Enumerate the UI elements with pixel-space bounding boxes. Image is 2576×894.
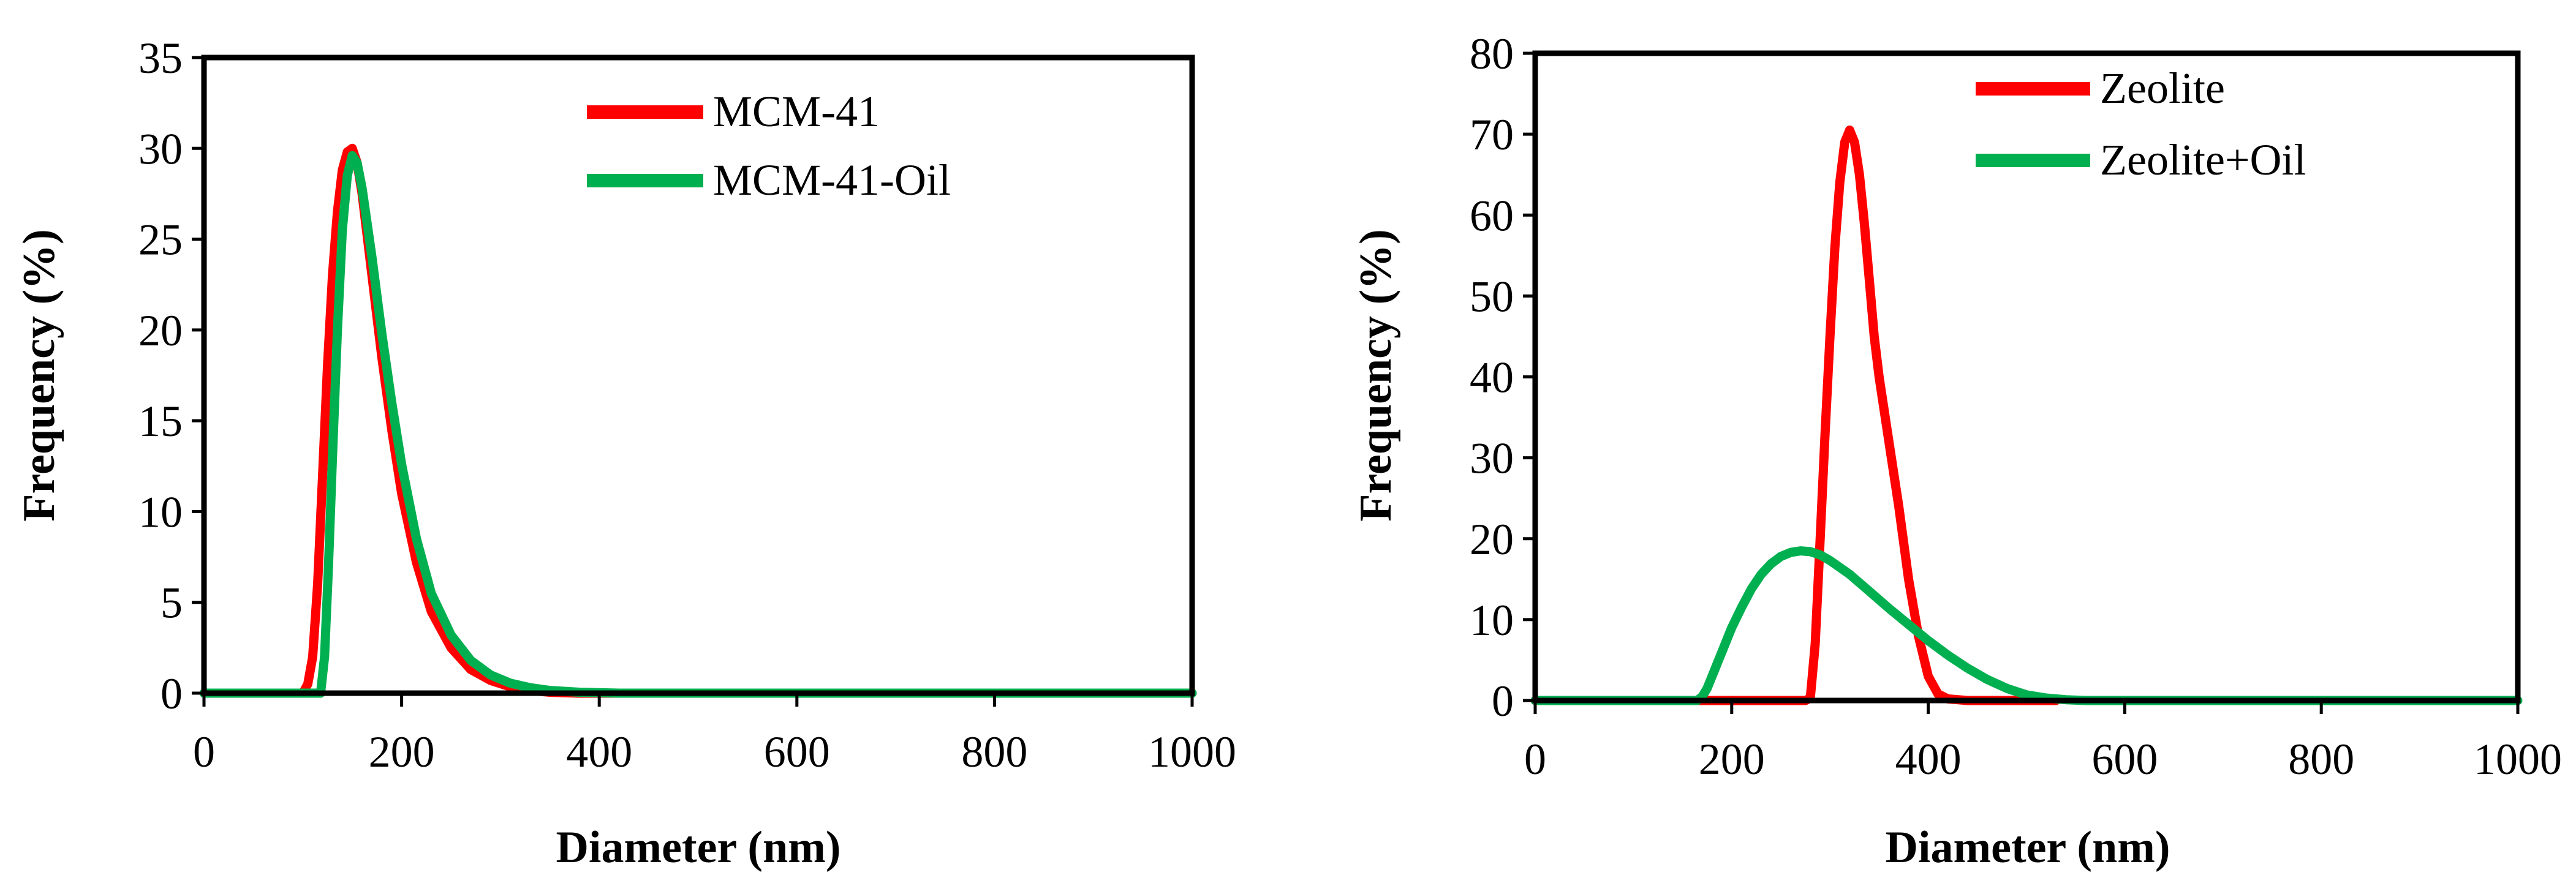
chart-left-y-tick-label: 35 (138, 34, 183, 83)
chart-right-x-tick-label: 400 (1895, 735, 1962, 784)
chart-left-legend-label-mcm41: MCM-41 (713, 87, 880, 136)
chart-left-legend-label-mcm41-oil: MCM-41-Oil (713, 156, 951, 205)
chart-right-y-tick-label: 20 (1470, 515, 1514, 564)
chart-right-y-tick-label: 30 (1470, 434, 1514, 483)
chart-left-x-tick-label: 600 (764, 727, 830, 776)
chart-right-legend: Zeolite Zeolite+Oil (1976, 64, 2306, 184)
chart-left-y-tick-label: 5 (161, 579, 183, 628)
chart-left-y-tick-label: 20 (138, 306, 183, 355)
chart-left-y-tick-label: 30 (138, 124, 183, 173)
chart-right-series-line-zeolite (1530, 126, 2061, 705)
chart-right-y-tick-label: 70 (1470, 110, 1514, 159)
chart-left-y-tick-label: 10 (138, 487, 183, 536)
chart-left-series-layer (199, 143, 1197, 698)
chart-right-series-layer (1530, 126, 2523, 705)
chart-right-y-axis-title: Frequency (%) (1351, 229, 1401, 522)
chart-left-y-ticks: 0 5 10 15 20 25 30 35 (138, 34, 204, 718)
chart-right-y-tick-label: 10 (1470, 596, 1514, 645)
chart-left-x-ticks: 0 200 400 600 800 1000 (193, 693, 1236, 776)
chart-right-x-ticks: 0 200 400 600 800 1000 (1524, 701, 2562, 784)
chart-left-y-axis-title: Frequency (%) (14, 229, 64, 522)
chart-right-x-tick-label: 0 (1524, 735, 1546, 784)
chart-left-x-tick-label: 0 (193, 727, 215, 776)
chart-right-x-axis-title: Diameter (nm) (1885, 822, 2170, 873)
chart-left-y-tick-label: 25 (138, 216, 183, 265)
chart-left-y-tick-label: 0 (161, 669, 183, 718)
chart-left: 0 200 400 600 800 1000 0 5 10 15 20 25 30 35 Diamete… (14, 34, 1236, 873)
chart-right-y-tick-label: 40 (1470, 353, 1514, 402)
chart-right-y-ticks: 0 10 20 30 40 50 60 70 80 (1470, 29, 1535, 726)
chart-left-x-tick-label: 200 (369, 727, 435, 776)
chart-left-x-tick-label: 400 (566, 727, 632, 776)
chart-left-series-line-mcm-41-oil (199, 151, 1197, 698)
chart-left-legend: MCM-41 MCM-41-Oil (587, 87, 951, 205)
chart-right: 0 200 400 600 800 1000 0 10 20 30 40 50 60 70 80 Diam… (1351, 29, 2562, 873)
chart-right-y-tick-label: 80 (1470, 29, 1514, 78)
chart-right-x-tick-label: 800 (2288, 735, 2354, 784)
chart-left-x-axis-title: Diameter (nm) (556, 822, 840, 873)
chart-left-x-tick-label: 1000 (1148, 727, 1236, 776)
chart-right-y-tick-label: 50 (1470, 272, 1514, 321)
chart-left-series-line-mcm-41 (199, 143, 1197, 698)
chart-left-y-tick-label: 15 (138, 397, 183, 446)
chart-right-plot-frame (1532, 50, 2521, 704)
chart-right-x-tick-label: 200 (1699, 735, 1765, 784)
chart-right-legend-label-zeolite-oil: Zeolite+Oil (2100, 135, 2306, 184)
chart-right-y-tick-label: 0 (1492, 677, 1514, 726)
chart-right-legend-label-zeolite: Zeolite (2100, 64, 2225, 113)
chart-right-series-line-zeolite-oil (1530, 546, 2523, 705)
chart-right-x-tick-label: 1000 (2474, 735, 2562, 784)
chart-right-y-tick-label: 60 (1470, 191, 1514, 240)
chart-right-x-tick-label: 600 (2091, 735, 2158, 784)
chart-left-x-tick-label: 800 (961, 727, 1027, 776)
